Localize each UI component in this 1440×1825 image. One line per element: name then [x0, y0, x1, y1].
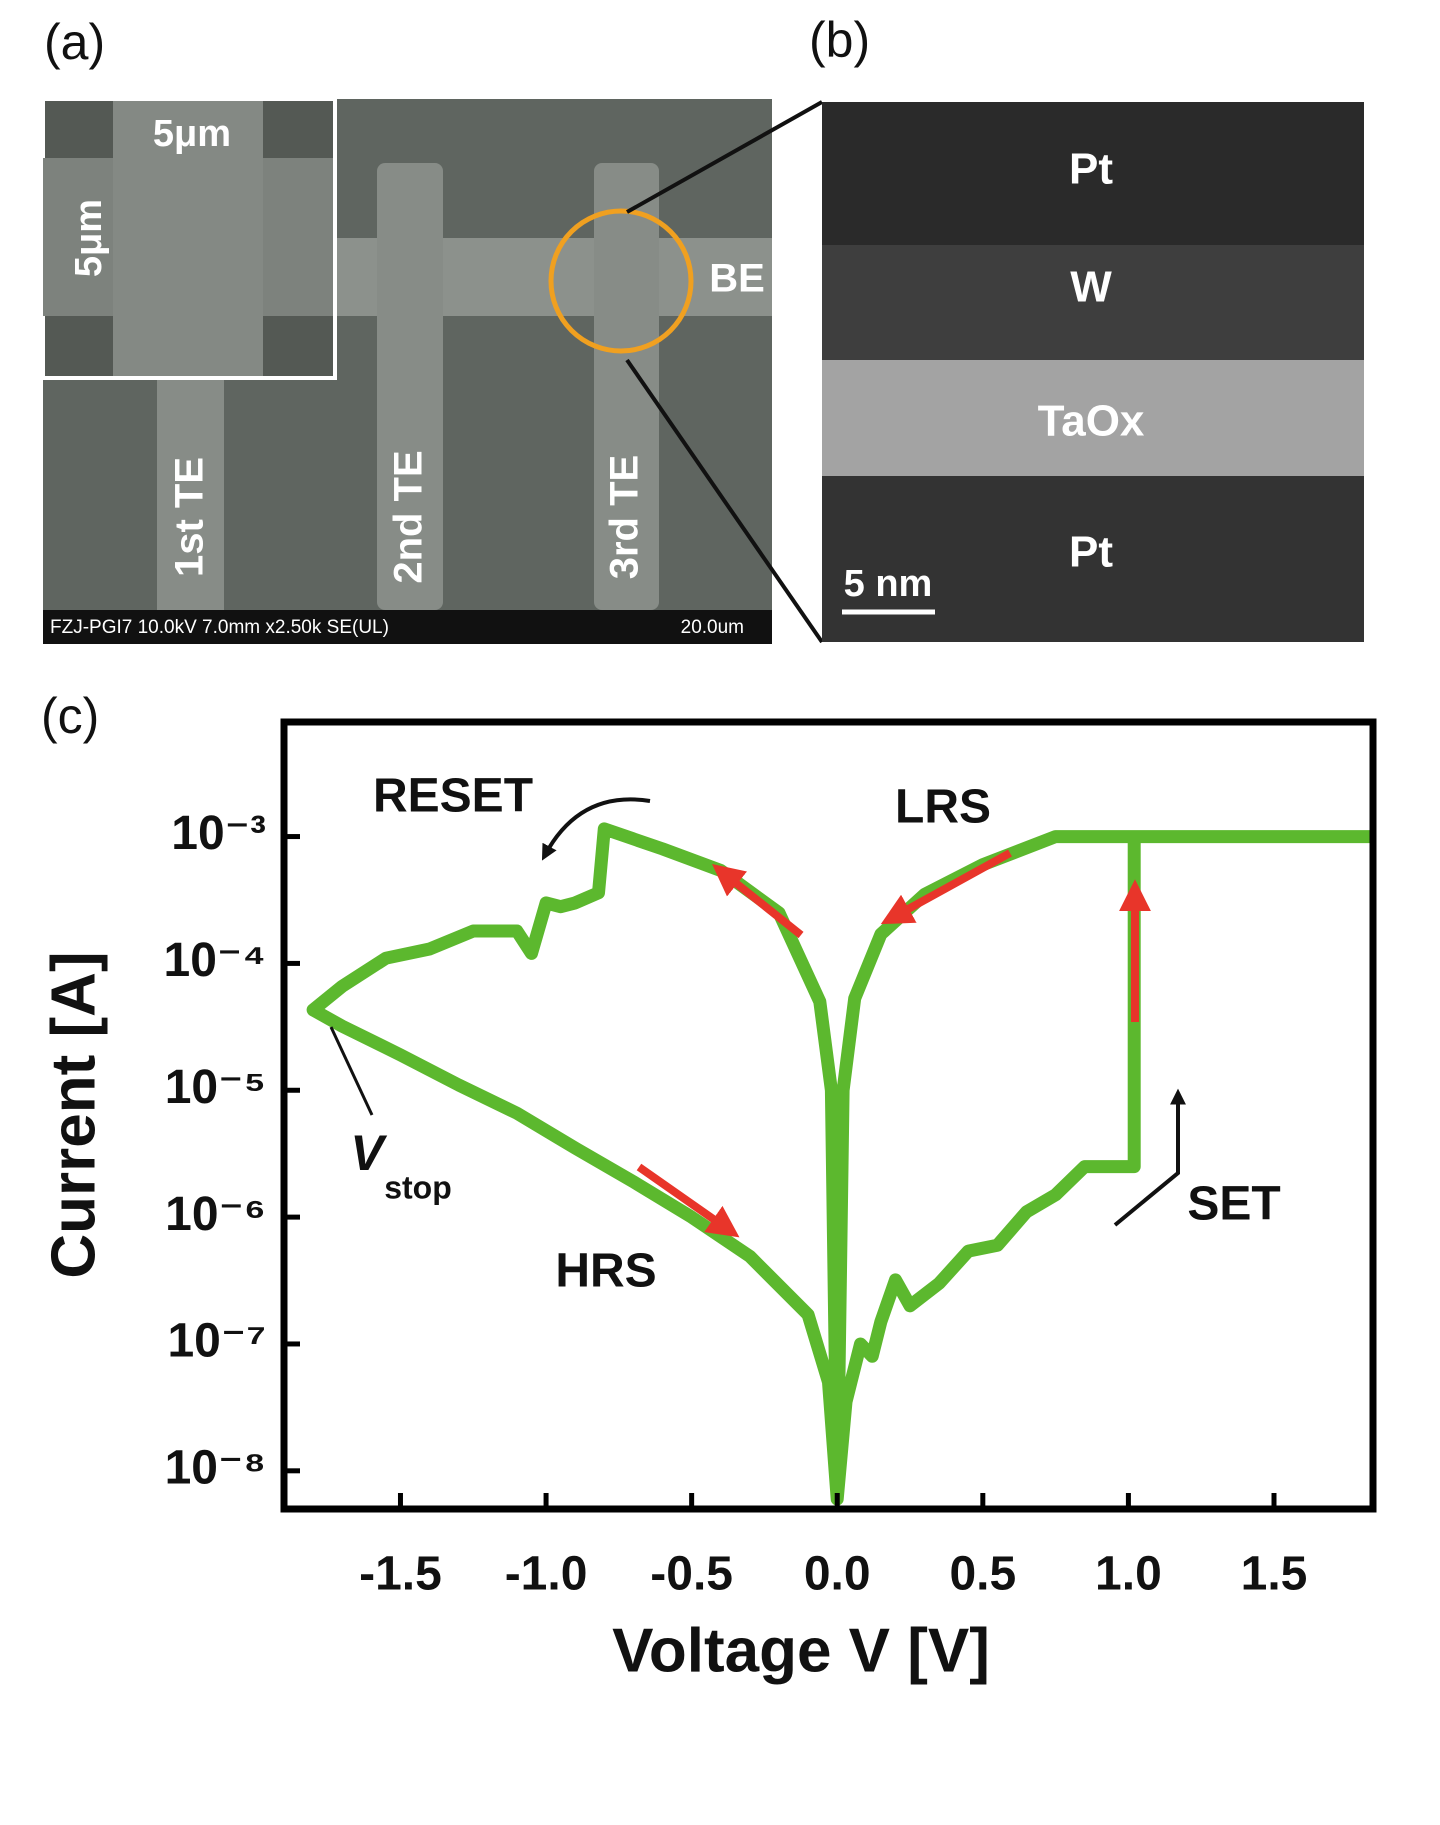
- axes-frame: [280, 718, 1377, 1513]
- y-tick-label: 10⁻⁶: [165, 1188, 266, 1241]
- zoom-line: [625, 358, 824, 644]
- y-tick-label: 10⁻⁴: [164, 934, 266, 987]
- inset-width: 5μm: [153, 113, 231, 155]
- x-tick-label: 1.0: [1095, 1548, 1162, 1601]
- x-tick-label: -1.0: [505, 1548, 588, 1601]
- x-tick-label: -0.5: [650, 1548, 733, 1601]
- x-tick-label: 0.0: [804, 1548, 871, 1601]
- annotation-arrows: [329, 797, 1186, 1238]
- electrode-label: 1st TE: [168, 457, 212, 577]
- inset-height: 5μm: [68, 199, 110, 277]
- layer-label: TaOx: [1038, 397, 1145, 446]
- panel-label: (a): [44, 14, 105, 70]
- electrode-label: 3rd TE: [603, 455, 647, 579]
- x-tick-label: 1.5: [1241, 1548, 1308, 1601]
- sem-scale: 20.0um: [681, 617, 744, 638]
- annotation: RESET: [373, 770, 533, 823]
- sem-info: FZJ-PGI7 10.0kV 7.0mm x2.50k SE(UL): [50, 617, 389, 638]
- annotation: SET: [1187, 1178, 1280, 1231]
- tem-image: [822, 102, 1364, 642]
- x-tick-label: 0.5: [949, 1548, 1016, 1601]
- y-tick-label: 10⁻⁵: [165, 1061, 266, 1114]
- panel-label: (c): [41, 688, 99, 744]
- annotation: V: [350, 1125, 387, 1181]
- layer-label: W: [1070, 263, 1112, 312]
- zoom-line: [626, 100, 823, 214]
- electrode-label: 2nd TE: [387, 450, 431, 583]
- panel-label: (b): [809, 12, 870, 68]
- layer-label: Pt: [1069, 528, 1113, 577]
- annotation: HRS: [555, 1245, 656, 1298]
- annotation: LRS: [895, 781, 991, 834]
- plot-area: [306, 822, 1373, 1506]
- y-axis-label: Current [A]: [39, 951, 108, 1278]
- y-tick-label: 10⁻⁷: [167, 1315, 266, 1368]
- iv-curve: [306, 822, 1373, 1506]
- x-tick-label: -1.5: [359, 1548, 442, 1601]
- annotation-subscript: stop: [384, 1169, 452, 1205]
- y-tick-label: 10⁻⁸: [165, 1441, 266, 1494]
- layer-label: Pt: [1069, 145, 1113, 194]
- x-axis-label: Voltage V [V]: [612, 1616, 990, 1685]
- bottom-electrode-label: BE: [709, 257, 765, 301]
- sem-image: [41, 97, 772, 644]
- y-tick-label: 10⁻³: [171, 807, 266, 860]
- scale-label: 5 nm: [844, 563, 933, 605]
